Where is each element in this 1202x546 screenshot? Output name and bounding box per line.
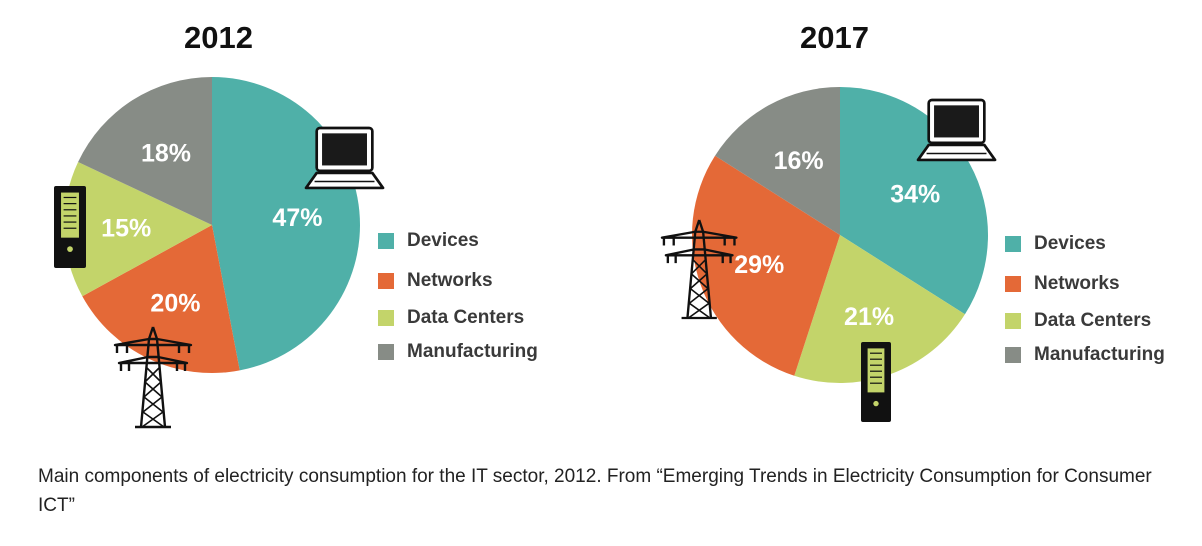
- legend-item-manufacturing: Manufacturing: [1005, 344, 1165, 366]
- slice-label-2012-networks: 20%: [150, 290, 200, 318]
- slice-label-2017-devices: 34%: [890, 181, 940, 209]
- legend-item-devices: Devices: [1005, 233, 1106, 255]
- pie-slice-2012-data-centers: [63, 161, 212, 297]
- slice-label-2017-manufacturing: 16%: [774, 147, 824, 175]
- legend-swatch: [378, 233, 394, 249]
- legend-swatch: [1005, 313, 1021, 329]
- laptop-icon: [916, 98, 997, 162]
- power-tower-icon: [113, 326, 193, 429]
- pie-slice-2012-manufacturing: [78, 77, 212, 225]
- pie-slice-2017-networks: [691, 155, 840, 376]
- legend-label: Devices: [407, 230, 479, 251]
- slice-label-2017-data-centers: 21%: [844, 303, 894, 331]
- legend-label: Devices: [1034, 233, 1106, 254]
- slice-label-2012-data-centers: 15%: [101, 215, 151, 243]
- power-tower-icon: [660, 219, 738, 320]
- legend-item-manufacturing: Manufacturing: [378, 341, 538, 363]
- legend-item-data-centers: Data Centers: [1005, 310, 1151, 332]
- legend-label: Data Centers: [1034, 310, 1152, 331]
- legend-item-devices: Devices: [378, 230, 479, 252]
- legend-label: Manufacturing: [407, 341, 538, 362]
- legend-swatch: [378, 310, 394, 326]
- slice-label-2017-networks: 29%: [734, 251, 784, 279]
- legend-swatch: [378, 344, 394, 360]
- figure-caption: Main components of electricity consumpti…: [38, 466, 1152, 516]
- legend-label: Networks: [1034, 273, 1120, 294]
- legend-swatch: [378, 273, 394, 289]
- legend-label: Manufacturing: [1034, 344, 1165, 365]
- legend-item-networks: Networks: [1005, 273, 1120, 295]
- legend-label: Networks: [407, 270, 493, 291]
- chart-title-2017: 2017: [800, 20, 869, 55]
- legend-swatch: [1005, 276, 1021, 292]
- pie-slice-2012-networks: [82, 225, 240, 374]
- laptop-icon: [304, 126, 385, 190]
- legend-item-networks: Networks: [378, 270, 493, 292]
- chart-title-2012: 2012: [184, 20, 253, 55]
- legend-label: Data Centers: [407, 307, 525, 328]
- pie-slice-2017-manufacturing: [715, 87, 840, 235]
- legend-swatch: [1005, 236, 1021, 252]
- legend-item-data-centers: Data Centers: [378, 307, 524, 329]
- server-icon: [54, 186, 86, 268]
- slice-label-2012-devices: 47%: [272, 204, 322, 232]
- pie-slice-2017-data-centers: [794, 235, 965, 384]
- server-icon: [861, 342, 891, 422]
- legend-swatch: [1005, 347, 1021, 363]
- slice-label-2012-manufacturing: 18%: [141, 140, 191, 168]
